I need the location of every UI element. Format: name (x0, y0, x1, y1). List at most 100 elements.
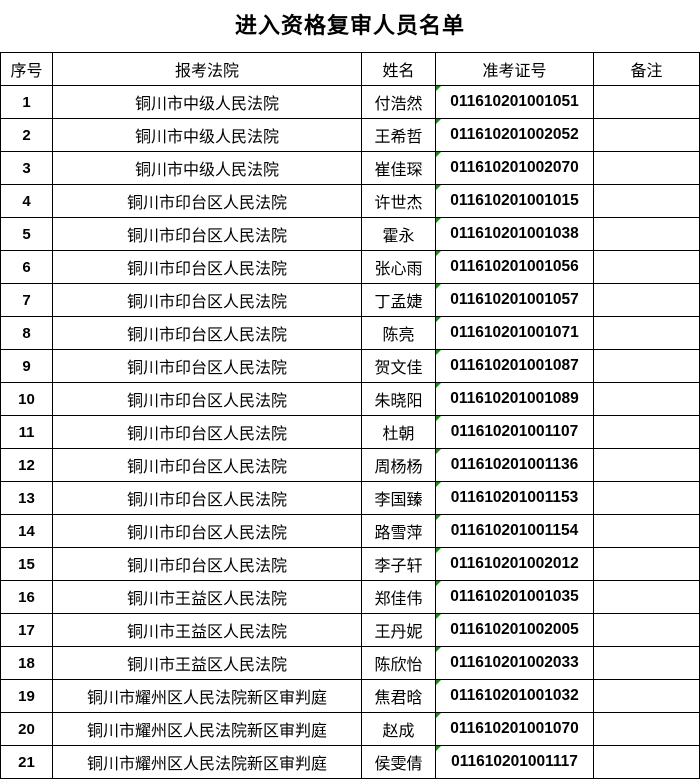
cell-id: 011610201001015 (435, 184, 594, 218)
cell-no: 16 (0, 580, 53, 614)
cell-id: 011610201001154 (435, 514, 594, 548)
cell-name: 周杨杨 (361, 448, 436, 482)
cell-court: 铜川市印台区人民法院 (52, 316, 362, 350)
cell-id: 011610201001071 (435, 316, 594, 350)
cell-id: 011610201001035 (435, 580, 594, 614)
cell-note (593, 349, 700, 383)
cell-id: 011610201001057 (435, 283, 594, 317)
table-row: 16 铜川市王益区人民法院 郑佳伟 011610201001035 (0, 580, 700, 614)
cell-court: 铜川市印台区人民法院 (52, 547, 362, 581)
cell-court: 铜川市中级人民法院 (52, 151, 362, 185)
cell-note (593, 613, 700, 647)
cell-name: 郑佳伟 (361, 580, 436, 614)
cell-court: 铜川市耀州区人民法院新区审判庭 (52, 712, 362, 746)
cell-id: 011610201001038 (435, 217, 594, 251)
cell-note (593, 217, 700, 251)
cell-name: 霍永 (361, 217, 436, 251)
cell-id: 011610201001087 (435, 349, 594, 383)
cell-no: 9 (0, 349, 53, 383)
cell-note (593, 712, 700, 746)
table-row: 4 铜川市印台区人民法院 许世杰 011610201001015 (0, 184, 700, 218)
cell-no: 3 (0, 151, 53, 185)
table-row: 21 铜川市耀州区人民法院新区审判庭 侯雯倩 011610201001117 (0, 745, 700, 779)
cell-id: 011610201001056 (435, 250, 594, 284)
cell-name: 陈亮 (361, 316, 436, 350)
cell-court: 铜川市印台区人民法院 (52, 217, 362, 251)
table-row: 18 铜川市王益区人民法院 陈欣怡 011610201002033 (0, 646, 700, 680)
header-note: 备注 (593, 52, 700, 86)
cell-court: 铜川市印台区人民法院 (52, 349, 362, 383)
cell-id: 011610201002070 (435, 151, 594, 185)
table-row: 5 铜川市印台区人民法院 霍永 011610201001038 (0, 217, 700, 251)
table-row: 11 铜川市印台区人民法院 杜朝 011610201001107 (0, 415, 700, 449)
cell-note (593, 250, 700, 284)
cell-name: 王希哲 (361, 118, 436, 152)
cell-no: 5 (0, 217, 53, 251)
table-row: 15 铜川市印台区人民法院 李子轩 011610201002012 (0, 547, 700, 581)
cell-court: 铜川市印台区人民法院 (52, 514, 362, 548)
cell-name: 陈欣怡 (361, 646, 436, 680)
table-row: 10 铜川市印台区人民法院 朱晓阳 011610201001089 (0, 382, 700, 416)
cell-court: 铜川市印台区人民法院 (52, 382, 362, 416)
cell-no: 4 (0, 184, 53, 218)
cell-note (593, 316, 700, 350)
cell-note (593, 382, 700, 416)
cell-name: 付浩然 (361, 85, 436, 119)
cell-name: 李国臻 (361, 481, 436, 515)
cell-no: 2 (0, 118, 53, 152)
cell-court: 铜川市印台区人民法院 (52, 283, 362, 317)
cell-note (593, 184, 700, 218)
cell-court: 铜川市印台区人民法院 (52, 481, 362, 515)
cell-id: 011610201001153 (435, 481, 594, 515)
cell-name: 王丹妮 (361, 613, 436, 647)
cell-name: 丁孟婕 (361, 283, 436, 317)
cell-no: 11 (0, 415, 53, 449)
cell-name: 贺文佳 (361, 349, 436, 383)
table-row: 13 铜川市印台区人民法院 李国臻 011610201001153 (0, 481, 700, 515)
cell-no: 13 (0, 481, 53, 515)
cell-id: 011610201001032 (435, 679, 594, 713)
cell-name: 焦君晗 (361, 679, 436, 713)
cell-name: 路雪萍 (361, 514, 436, 548)
cell-court: 铜川市印台区人民法院 (52, 250, 362, 284)
cell-no: 18 (0, 646, 53, 680)
cell-court: 铜川市耀州区人民法院新区审判庭 (52, 745, 362, 779)
cell-court: 铜川市王益区人民法院 (52, 613, 362, 647)
cell-no: 8 (0, 316, 53, 350)
page-title: 进入资格复审人员名单 (234, 13, 465, 39)
cell-id: 011610201001089 (435, 382, 594, 416)
cell-note (593, 514, 700, 548)
cell-note (593, 481, 700, 515)
header-id: 准考证号 (435, 52, 594, 86)
table-row: 14 铜川市印台区人民法院 路雪萍 011610201001154 (0, 514, 700, 548)
cell-name: 许世杰 (361, 184, 436, 218)
cell-court: 铜川市王益区人民法院 (52, 646, 362, 680)
table-row: 9 铜川市印台区人民法院 贺文佳 011610201001087 (0, 349, 700, 383)
cell-court: 铜川市中级人民法院 (52, 118, 362, 152)
cell-note (593, 118, 700, 152)
cell-name: 朱晓阳 (361, 382, 436, 416)
cell-no: 12 (0, 448, 53, 482)
cell-no: 21 (0, 745, 53, 779)
cell-no: 1 (0, 85, 53, 119)
cell-note (593, 415, 700, 449)
table-row: 20 铜川市耀州区人民法院新区审判庭 赵成 011610201001070 (0, 712, 700, 746)
table-row: 2 铜川市中级人民法院 王希哲 011610201002052 (0, 118, 700, 152)
header-name: 姓名 (361, 52, 436, 86)
cell-note (593, 745, 700, 779)
cell-no: 10 (0, 382, 53, 416)
cell-name: 杜朝 (361, 415, 436, 449)
table-row: 19 铜川市耀州区人民法院新区审判庭 焦君晗 011610201001032 (0, 679, 700, 713)
header-row: 序号 报考法院 姓名 准考证号 备注 (0, 52, 700, 86)
cell-note (593, 283, 700, 317)
cell-court: 铜川市耀州区人民法院新区审判庭 (52, 679, 362, 713)
header-court: 报考法院 (52, 52, 362, 86)
cell-no: 6 (0, 250, 53, 284)
cell-no: 20 (0, 712, 53, 746)
cell-note (593, 679, 700, 713)
cell-no: 14 (0, 514, 53, 548)
table-row: 12 铜川市印台区人民法院 周杨杨 011610201001136 (0, 448, 700, 482)
table-row: 8 铜川市印台区人民法院 陈亮 011610201001071 (0, 316, 700, 350)
table-row: 7 铜川市印台区人民法院 丁孟婕 011610201001057 (0, 283, 700, 317)
cell-note (593, 580, 700, 614)
